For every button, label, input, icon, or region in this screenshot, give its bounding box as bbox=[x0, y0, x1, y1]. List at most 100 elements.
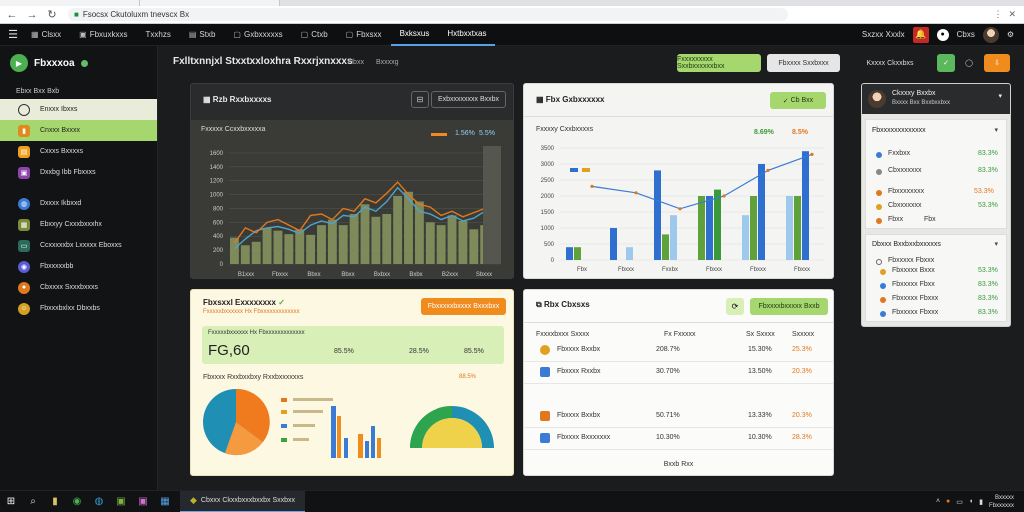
status-icon[interactable]: ● bbox=[936, 28, 949, 41]
list-item[interactable]: Fbxxxxxxxx 53.3% bbox=[874, 186, 1002, 200]
list-item[interactable]: Fbxxxxx Fbxxx bbox=[874, 255, 1002, 269]
list-item[interactable]: Fbxx Fbx bbox=[874, 214, 1002, 228]
list-item[interactable]: Fbxxxxx Fbxx 83.3% bbox=[874, 279, 1002, 293]
sidebar-item[interactable]: ◍ Dxxxx Ikbxxd bbox=[0, 193, 157, 214]
taskbar-active-app[interactable]: ◆ Cbxxx Ckxxbxxxbxxbx Sxxbxx bbox=[180, 490, 306, 512]
header-link-button[interactable]: Kxxxx Ckxxbxs bbox=[866, 59, 914, 67]
browser-tab[interactable] bbox=[140, 0, 280, 6]
y-tick-label: 2000 bbox=[541, 194, 555, 200]
grid-icon: ▤ bbox=[188, 30, 197, 39]
nav-item-3[interactable]: Txxhzs bbox=[145, 30, 171, 39]
filter-icon[interactable]: ⊟ bbox=[411, 91, 429, 108]
tray-icon[interactable]: ● bbox=[946, 498, 951, 505]
sidebar-item[interactable]: ▤ Cxxxs Bxxxxs bbox=[0, 141, 157, 162]
notification-bell-icon[interactable]: 🔔 bbox=[912, 26, 929, 43]
table-row[interactable]: Fbxxxx Bxxxxxxx 10.30% 10.30% 28.3% bbox=[524, 428, 833, 450]
sidebar-item[interactable]: ▭ Ccxxxxxbx Lxxxxx Eboxxs bbox=[0, 235, 157, 256]
bar bbox=[758, 164, 765, 260]
primary-action-button[interactable]: Fxxxxxxxxx Sxxbxxxxxxbxx bbox=[677, 54, 761, 72]
chevron-down-icon[interactable]: ▾ bbox=[998, 93, 1002, 100]
chevron-up-icon[interactable]: ˄ bbox=[935, 498, 941, 505]
list-item[interactable]: Fbxxxxx Fbxxx 83.3% bbox=[874, 293, 1002, 307]
toggle-icon[interactable]: ✓ bbox=[937, 54, 955, 72]
table-row[interactable]: Fbxxxx Bxxbx 208.7% 15.30% 25.3% bbox=[524, 340, 833, 362]
monitor-icon: ▭ bbox=[18, 239, 30, 252]
x-tick-label: Fxxbx bbox=[662, 267, 678, 273]
forward-icon[interactable]: → bbox=[26, 8, 38, 21]
close-icon[interactable]: ✕ bbox=[1008, 9, 1016, 19]
reload-icon[interactable]: ↻ bbox=[47, 9, 57, 21]
brand[interactable]: ▶ Fbxxxoa bbox=[0, 46, 157, 80]
address-bar[interactable]: ■ Fsocsx Ckutoluxm tnevscx Bx bbox=[68, 8, 788, 21]
battery-icon[interactable]: ▮ bbox=[979, 498, 983, 506]
nav-item-5[interactable]: ▢ Gxbxxxxxs bbox=[233, 30, 283, 39]
avatar[interactable] bbox=[982, 26, 999, 43]
y-tick-label: 1000 bbox=[541, 226, 555, 232]
list-item[interactable]: Fbxxxxx Fbxxx 83.3% bbox=[874, 307, 1002, 321]
browser-tab[interactable] bbox=[0, 0, 140, 6]
nav-item-2[interactable]: ▣ Fbxuxkxxs bbox=[79, 30, 128, 39]
ring-icon[interactable]: ◯ bbox=[965, 60, 973, 67]
x-tick-label: Fbx bbox=[577, 267, 587, 273]
status-dot bbox=[880, 297, 886, 303]
export-icon[interactable]: ⇩ bbox=[984, 54, 1010, 72]
nav-item-8[interactable]: Bxksxus bbox=[390, 24, 439, 46]
x-tick-label: Fbxxx bbox=[794, 267, 810, 273]
bar-line-chart: 0 500 1000 1500 2000 2500 3000 3500 Fbx Fbxxx Fxxb… bbox=[541, 146, 824, 273]
x-tick-label: Bbxx bbox=[307, 272, 320, 278]
panel-action-button[interactable]: Fbxxxxxbxxxx Bxxxbxx bbox=[421, 298, 506, 315]
clock[interactable]: Bxxxxx Fbxxxxxx bbox=[988, 494, 1014, 509]
sidebar-item[interactable]: Enxxx Ibxxs bbox=[0, 99, 157, 120]
list-item[interactable]: Cbxxxxxxx 53.3% bbox=[874, 200, 1002, 214]
chevron-down-icon[interactable]: ▾ bbox=[994, 241, 998, 248]
data-point bbox=[590, 184, 594, 188]
nav-item-9[interactable]: Hxtbxxtxas bbox=[438, 24, 496, 46]
back-icon[interactable]: ← bbox=[6, 8, 18, 21]
app-icon[interactable]: ▣ bbox=[138, 496, 148, 507]
nav-item-4[interactable]: ▤ Stxb bbox=[188, 30, 216, 39]
nav-item-6[interactable]: ▢ Ctxb bbox=[300, 30, 328, 39]
edge-icon[interactable]: ◍ bbox=[94, 496, 104, 507]
chrome-icon[interactable]: ◉ bbox=[72, 496, 82, 507]
nav-item-1[interactable]: ▦ Clsxx bbox=[31, 30, 62, 39]
store-icon[interactable]: ▣ bbox=[116, 496, 126, 507]
network-icon[interactable]: ▭ bbox=[956, 498, 963, 506]
avatar[interactable] bbox=[868, 90, 886, 108]
panel-action-button[interactable]: ✓ Cb Bxx bbox=[770, 92, 826, 109]
bar bbox=[714, 189, 721, 260]
table-row[interactable]: Fbxxxx Rxxbx 30.70% 13.50% 20.3% bbox=[524, 362, 833, 384]
folder-icon[interactable]: ▮ bbox=[52, 496, 58, 507]
sidebar-item[interactable]: ▮ Cnxxx Bxxxx bbox=[0, 120, 157, 141]
list-item[interactable]: Fbxxxxx Bxxx 53.3% bbox=[874, 265, 1002, 279]
secondary-action-button[interactable]: Fbxxxx Sxxbxxx bbox=[767, 54, 840, 72]
gear-icon[interactable]: ⚙ bbox=[1006, 30, 1014, 39]
app-icon[interactable]: ▦ bbox=[160, 496, 170, 507]
chevron-down-icon[interactable]: ▾ bbox=[994, 127, 998, 134]
sidebar-item[interactable]: ▣ Dxxbg Ibb Fbxxxs bbox=[0, 162, 157, 183]
legend-text-bar bbox=[293, 424, 315, 427]
volume-icon[interactable]: ◖ bbox=[968, 498, 974, 505]
panel-action-button[interactable]: Fbxxxxbxxxxx Bxxb bbox=[750, 298, 828, 315]
y-tick-label: 3000 bbox=[541, 162, 555, 168]
browser-menu-icon[interactable]: ⋮ bbox=[993, 9, 1003, 19]
circle-icon bbox=[18, 103, 30, 116]
windows-start-icon[interactable]: ⊞ bbox=[6, 496, 16, 507]
table-row[interactable]: Fbxxxx Bxxbx 50.71% 13.33% 20.3% bbox=[524, 406, 833, 428]
bar bbox=[240, 245, 250, 264]
list-item[interactable]: Cbxxxxxxx 83.3% bbox=[874, 165, 1002, 179]
subnav-link[interactable]: Hbxx bbox=[348, 59, 364, 66]
panel-action-button[interactable]: Exbxxxxxxxx Bxxbx bbox=[431, 91, 506, 108]
nav-item-7[interactable]: ▢ Fbxsxx bbox=[345, 30, 382, 39]
subnav-link[interactable]: Bxxxxg bbox=[375, 59, 399, 66]
table-footer-link[interactable]: Bxxb Rxx bbox=[663, 461, 694, 468]
hamburger-menu-icon[interactable]: ☰ bbox=[8, 29, 18, 41]
x-tick-label: Sbxxx bbox=[476, 272, 492, 278]
search-icon[interactable]: ⌕ bbox=[30, 496, 36, 507]
sidebar-item[interactable]: ◉ Fbxxxxxbb bbox=[0, 256, 157, 277]
sidebar-item[interactable]: ● Cbxxxx Sxxxbxxxs bbox=[0, 277, 157, 298]
grid-icon: ▦ bbox=[18, 218, 30, 231]
sidebar-item[interactable]: ▦ Ebxxyy Cxxxbxxxhx bbox=[0, 214, 157, 235]
refresh-icon[interactable]: ⟳ bbox=[726, 298, 744, 315]
sidebar-item[interactable]: ☺ Fbxxxbxlxx Dbxxbs bbox=[0, 298, 157, 319]
list-item[interactable]: Fxxbxx 83.3% bbox=[874, 148, 1002, 162]
